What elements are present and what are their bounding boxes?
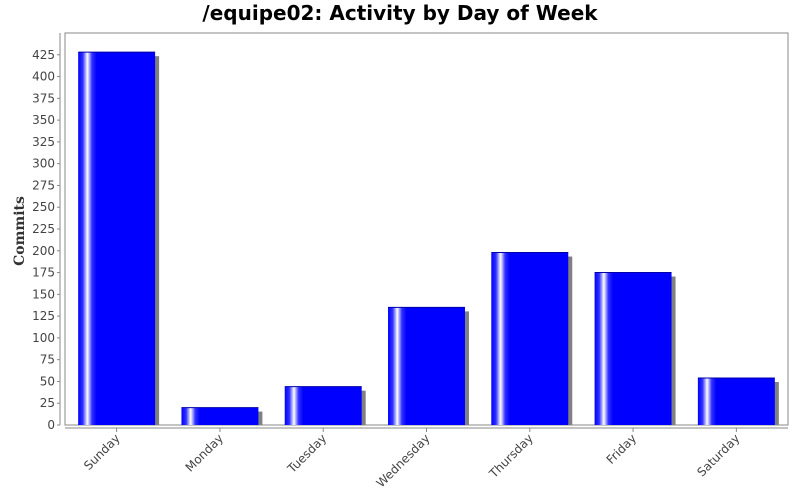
x-axis: Sunday Monday Tuesday Wednesday Thursday Frid…: [65, 427, 788, 490]
x-tick-label: Friday: [604, 431, 640, 467]
y-tick-label: 375: [32, 91, 55, 105]
y-tick-label: 350: [32, 113, 55, 127]
y-tick-label: 125: [32, 309, 55, 323]
bars-group: [78, 51, 779, 426]
y-tick-label: 25: [40, 396, 55, 410]
bar-thursday: [491, 252, 569, 425]
chart-title: /equipe02: Activity by Day of Week: [202, 1, 598, 25]
y-tick-label: 300: [32, 157, 55, 171]
y-tick-label: 425: [32, 48, 55, 62]
bar-monday: [181, 407, 259, 425]
bar-sunday: [78, 52, 156, 426]
x-tick-label: Saturday: [694, 431, 742, 479]
y-tick-label: 50: [40, 374, 55, 388]
y-axis: 0 25 50 75 100 125 150 175 200 225 250 275 300 325 350…: [32, 33, 61, 432]
y-tick-label: 150: [32, 287, 55, 301]
y-tick-label: 75: [40, 353, 55, 367]
bar-friday: [594, 272, 672, 425]
y-tick-label: 250: [32, 200, 55, 214]
x-tick-label: Thursday: [486, 431, 536, 481]
bar-wednesday: [388, 307, 465, 425]
y-tick-label: 275: [32, 178, 55, 192]
y-tick-label: 400: [32, 70, 55, 84]
x-tick-label: Wednesday: [374, 431, 433, 490]
x-tick-label: Monday: [183, 431, 226, 474]
y-tick-label: 175: [32, 266, 55, 280]
y-tick-label: 200: [32, 244, 55, 258]
bar-saturday: [697, 377, 775, 425]
bar-tuesday: [284, 386, 362, 425]
y-tick-label: 325: [32, 135, 55, 149]
x-tick-label: Sunday: [81, 431, 123, 473]
y-tick-label: 100: [32, 331, 55, 345]
y-tick-label: 225: [32, 222, 55, 236]
x-tick-label: Tuesday: [284, 431, 329, 476]
y-tick-label: 0: [47, 418, 55, 432]
y-axis-label: Commits: [12, 196, 28, 266]
